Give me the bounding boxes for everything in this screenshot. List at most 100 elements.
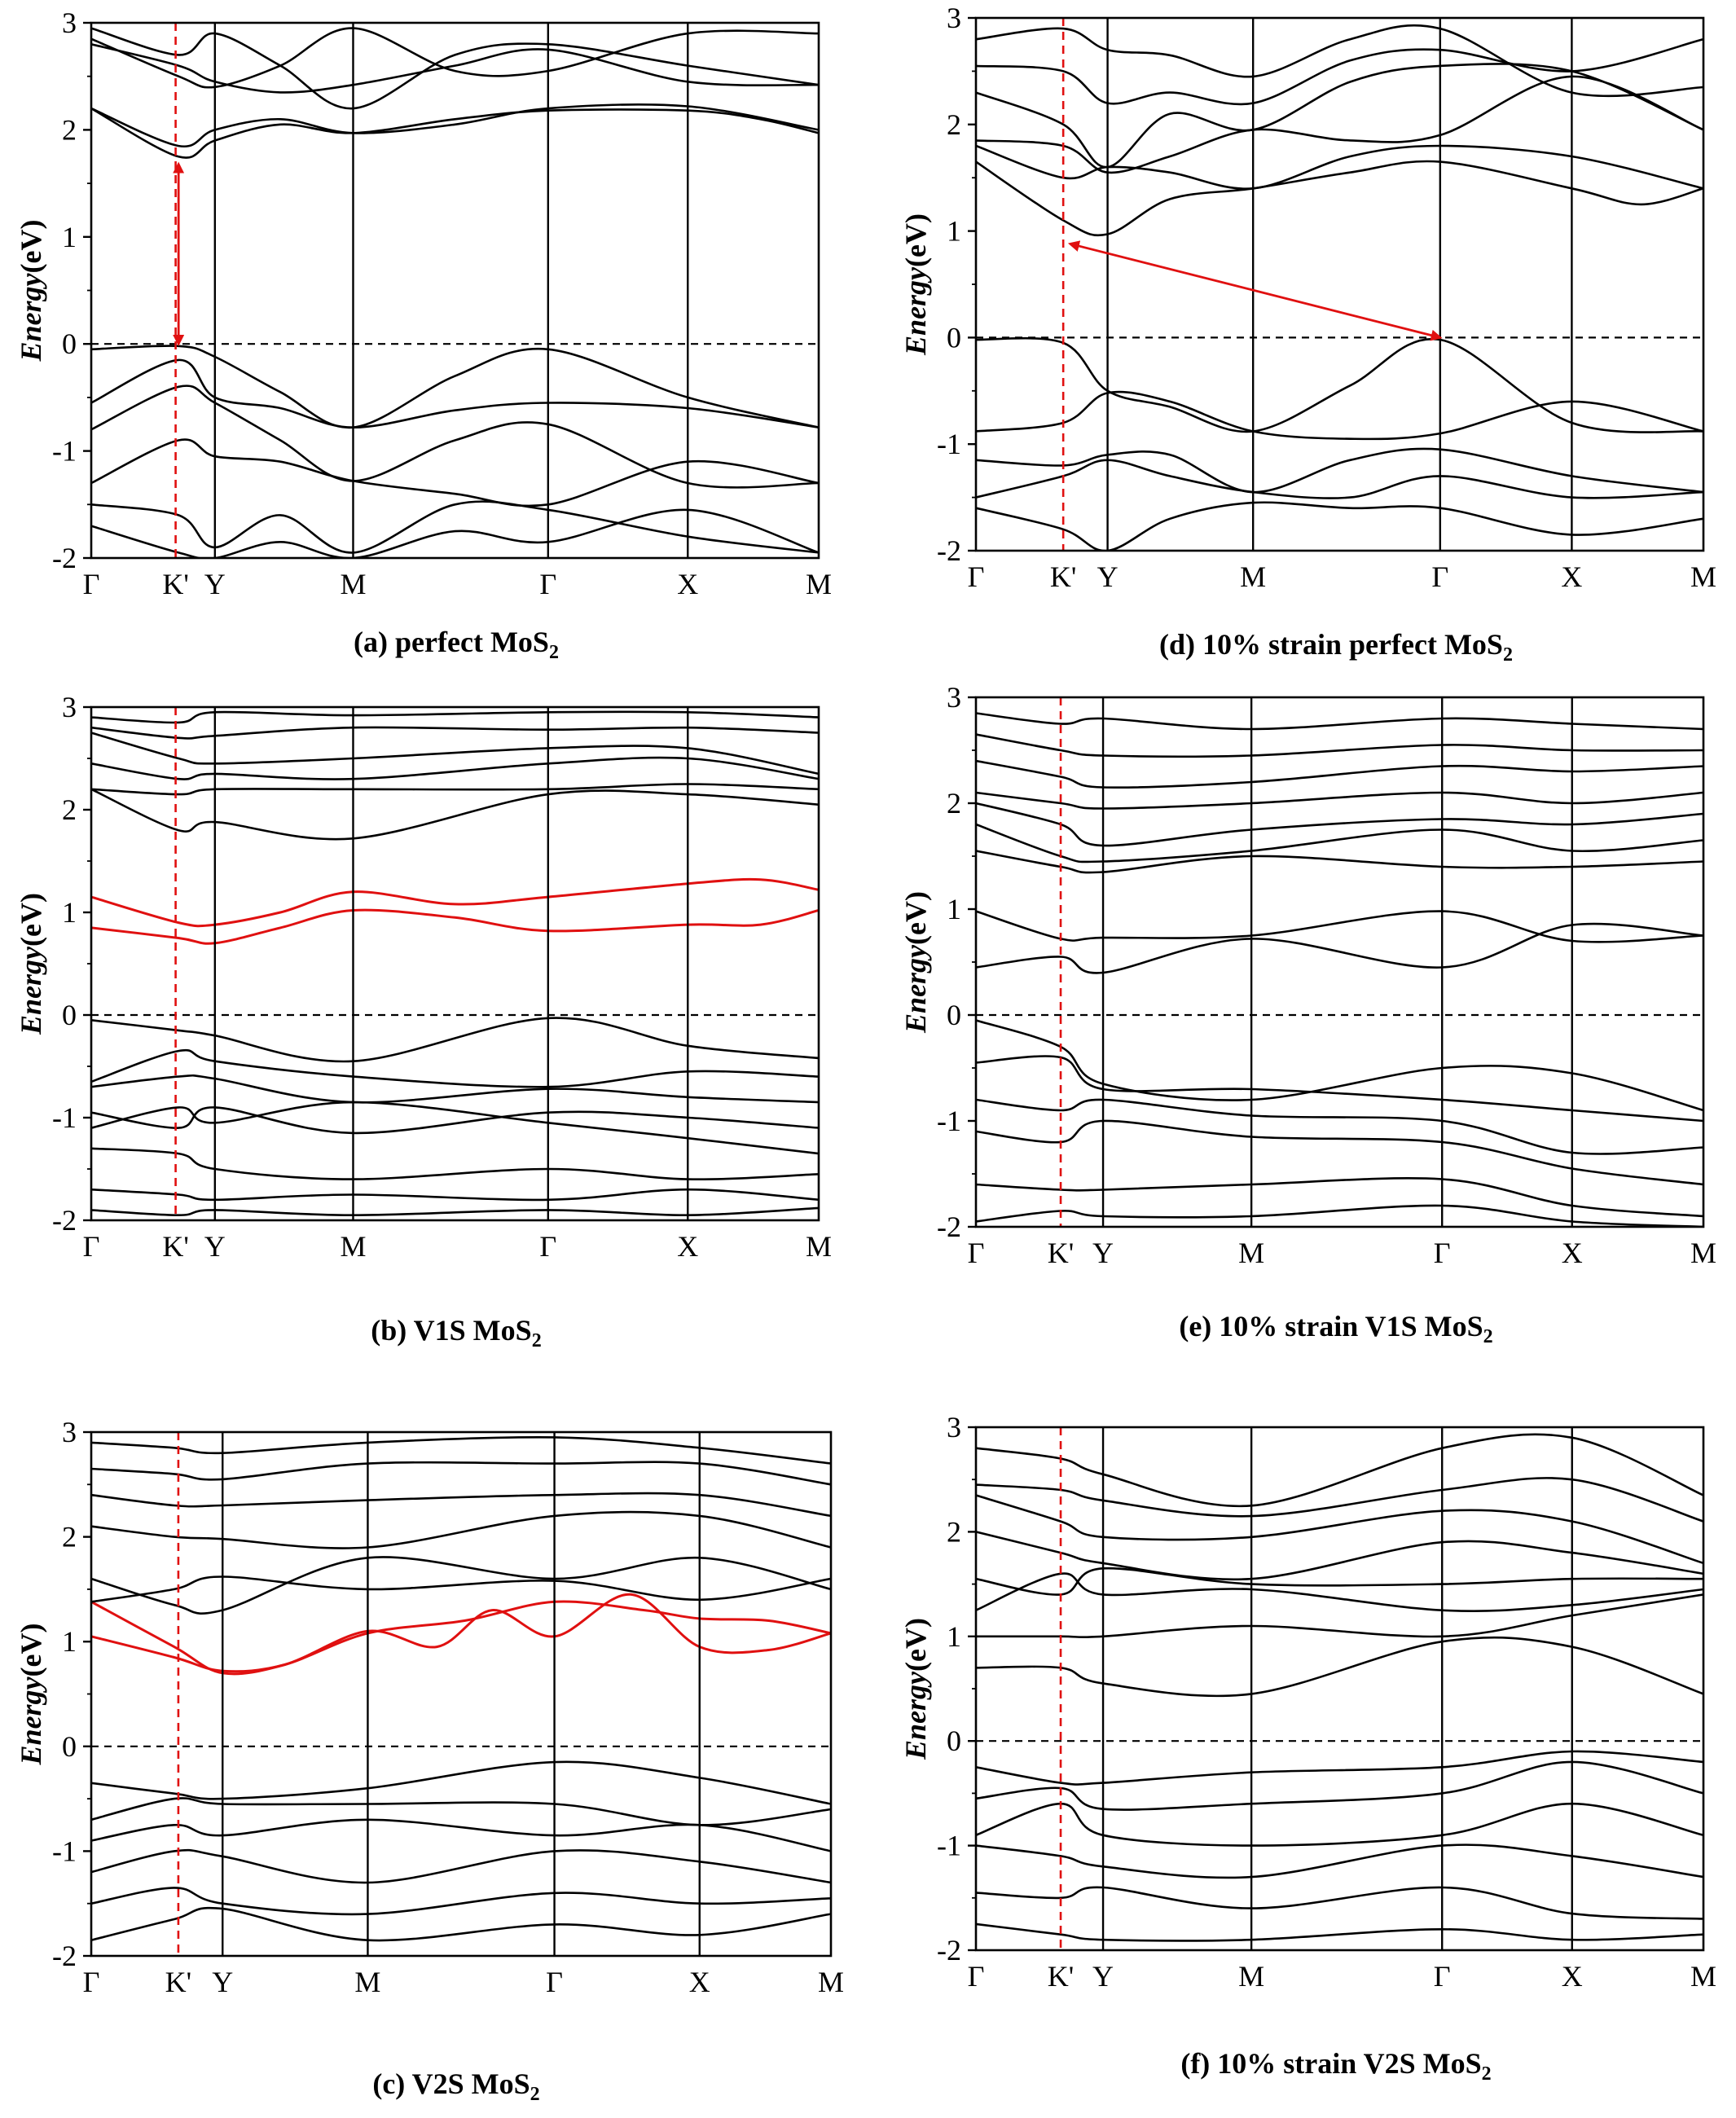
y-tick-label: 0	[947, 999, 961, 1031]
y-tick-label: -2	[52, 542, 77, 574]
kpoint-label: X	[1561, 560, 1582, 593]
y-tick-label: -2	[52, 1204, 77, 1237]
band-line-vb5	[976, 501, 1703, 551]
kpoint-label: K'	[1048, 1237, 1074, 1269]
y-tick-label: -2	[937, 534, 961, 567]
band-line-vb3	[91, 384, 819, 489]
band-line-cb4	[91, 27, 819, 89]
kpoint-label: M	[1238, 1237, 1264, 1269]
y-tick-label: 2	[62, 793, 77, 826]
y-tick-label: 3	[62, 7, 77, 39]
y-tick-label: -1	[937, 1830, 961, 1862]
panel-b: Γ K' Y M Γ X M -2 -1 0 1 2 3 Energy(eV) (b) V1S MoS2	[15, 691, 832, 1351]
kpoint-label: Γ	[968, 1237, 985, 1269]
kpoint-label: M	[1690, 1960, 1716, 1993]
y-tick-label: 2	[947, 1515, 961, 1548]
panel-c: Γ K' Y M Γ X M -2 -1 0 1 2 3 Energy(eV) (c) V2S MoS2	[15, 1416, 844, 2105]
kpoint-label: Y	[1097, 560, 1119, 593]
kpoint-label: Γ	[83, 1966, 100, 1998]
band-line-vb4	[91, 438, 819, 508]
y-axis-title: Energy(eV)	[899, 1618, 932, 1760]
band-line-cb3	[91, 43, 819, 94]
transition-arrow	[1067, 240, 1443, 341]
bands-d	[976, 24, 1703, 551]
band-line-cb2	[976, 144, 1703, 190]
y-tick-label: 0	[62, 1730, 77, 1763]
y-tick-label: -1	[52, 435, 77, 468]
y-tick-label: 0	[947, 321, 961, 354]
kpoint-label: Y	[204, 1230, 226, 1263]
kpoint-label: M	[340, 568, 366, 600]
band-line-vb2	[91, 358, 819, 429]
kpoint-label: M	[1690, 560, 1716, 593]
panel-d: Γ K' Y M Γ X M -2 -1 0 1 2 3 Energy(eV) (d) 10% strain…	[899, 2, 1716, 666]
panel-caption: (c) V2S MoS2	[372, 2067, 539, 2105]
kpoint-label: X	[1562, 1237, 1583, 1269]
kpoint-label: X	[677, 568, 698, 600]
y-tick-label: 1	[947, 215, 961, 248]
panel-a: Γ K' Y M Γ X M -2 -1 0 1 2 3 Energy(eV) (a) perfect Mo…	[15, 7, 832, 663]
kpoint-label: M	[806, 568, 832, 600]
y-tick-label: 1	[947, 1620, 961, 1653]
y-tick-label: -2	[937, 1934, 961, 1966]
band-line-vb2	[976, 390, 1703, 441]
y-tick-label: 3	[62, 1416, 77, 1448]
band-line-defect2	[91, 908, 819, 945]
band-line-cb6	[976, 1433, 1703, 1508]
y-tick-label: 1	[62, 896, 77, 929]
kpoint-label: K'	[162, 568, 188, 600]
kpoint-label: Γ	[968, 560, 985, 593]
y-axis-title: Energy(eV)	[15, 1624, 47, 1766]
panel-f: Γ K' Y M Γ X M -2 -1 0 1 2 3 Energy(eV) (f) 10% strain…	[899, 1411, 1716, 2085]
y-tick-label: -2	[52, 1940, 77, 1972]
band-line-cb6	[976, 24, 1703, 98]
y-axis-title: Energy(eV)	[899, 213, 932, 356]
band-line-defect1	[91, 877, 819, 928]
band-line-cb5	[976, 1477, 1703, 1523]
kpoint-label: K'	[165, 1966, 191, 1998]
band-line-vb1	[976, 336, 1703, 433]
kpoint-label: Γ	[1434, 1960, 1451, 1993]
band-line-cb5	[91, 27, 819, 110]
band-line-vb5	[91, 500, 819, 554]
kpoint-label: Y	[204, 568, 226, 600]
y-tick-label: 0	[62, 327, 77, 360]
y-tick-label: 2	[62, 113, 77, 146]
band-line-vb1	[91, 345, 819, 429]
panel-caption: (f) 10% strain V2S MoS2	[1180, 2047, 1491, 2085]
band-line-cb1	[976, 160, 1703, 237]
kpoint-label: Γ	[539, 568, 556, 600]
kpoint-label: X	[1562, 1960, 1583, 1993]
y-tick-label: 3	[947, 2, 961, 34]
kpoint-label: M	[1238, 1960, 1264, 1993]
kpoint-label: Γ	[968, 1960, 985, 1993]
y-axis-title: Energy(eV)	[15, 893, 47, 1035]
y-tick-label: -1	[52, 1101, 77, 1134]
kpoint-label: M	[1240, 560, 1266, 593]
kpoint-label: Y	[1092, 1237, 1114, 1269]
band-line-cb5	[976, 37, 1703, 106]
band-line-vb4	[976, 459, 1703, 499]
y-axis-title: Energy(eV)	[15, 220, 47, 363]
kpoint-label: K'	[1048, 1960, 1074, 1993]
kpoint-label: Γ	[83, 1230, 100, 1263]
kpoint-label: Y	[1092, 1960, 1114, 1993]
y-tick-label: 1	[947, 893, 961, 925]
band-line-cb1	[91, 107, 819, 159]
y-tick-label: 3	[947, 681, 961, 714]
band-line-vb3	[976, 447, 1703, 494]
kpoint-label: M	[1690, 1237, 1716, 1269]
kpoint-label: X	[689, 1966, 710, 1998]
kpoint-label: K'	[1050, 560, 1076, 593]
band-line-cb3	[976, 75, 1703, 174]
y-tick-label: -1	[52, 1835, 77, 1867]
kpoint-label: Γ	[539, 1230, 556, 1263]
kpoint-label: Γ	[83, 568, 100, 600]
y-tick-label: 3	[947, 1411, 961, 1443]
y-tick-label: 2	[947, 108, 961, 141]
y-tick-label: 1	[62, 1625, 77, 1658]
kpoint-label: Γ	[1434, 1237, 1451, 1269]
y-axis-title: Energy(eV)	[899, 891, 932, 1034]
y-tick-label: -2	[937, 1211, 961, 1243]
